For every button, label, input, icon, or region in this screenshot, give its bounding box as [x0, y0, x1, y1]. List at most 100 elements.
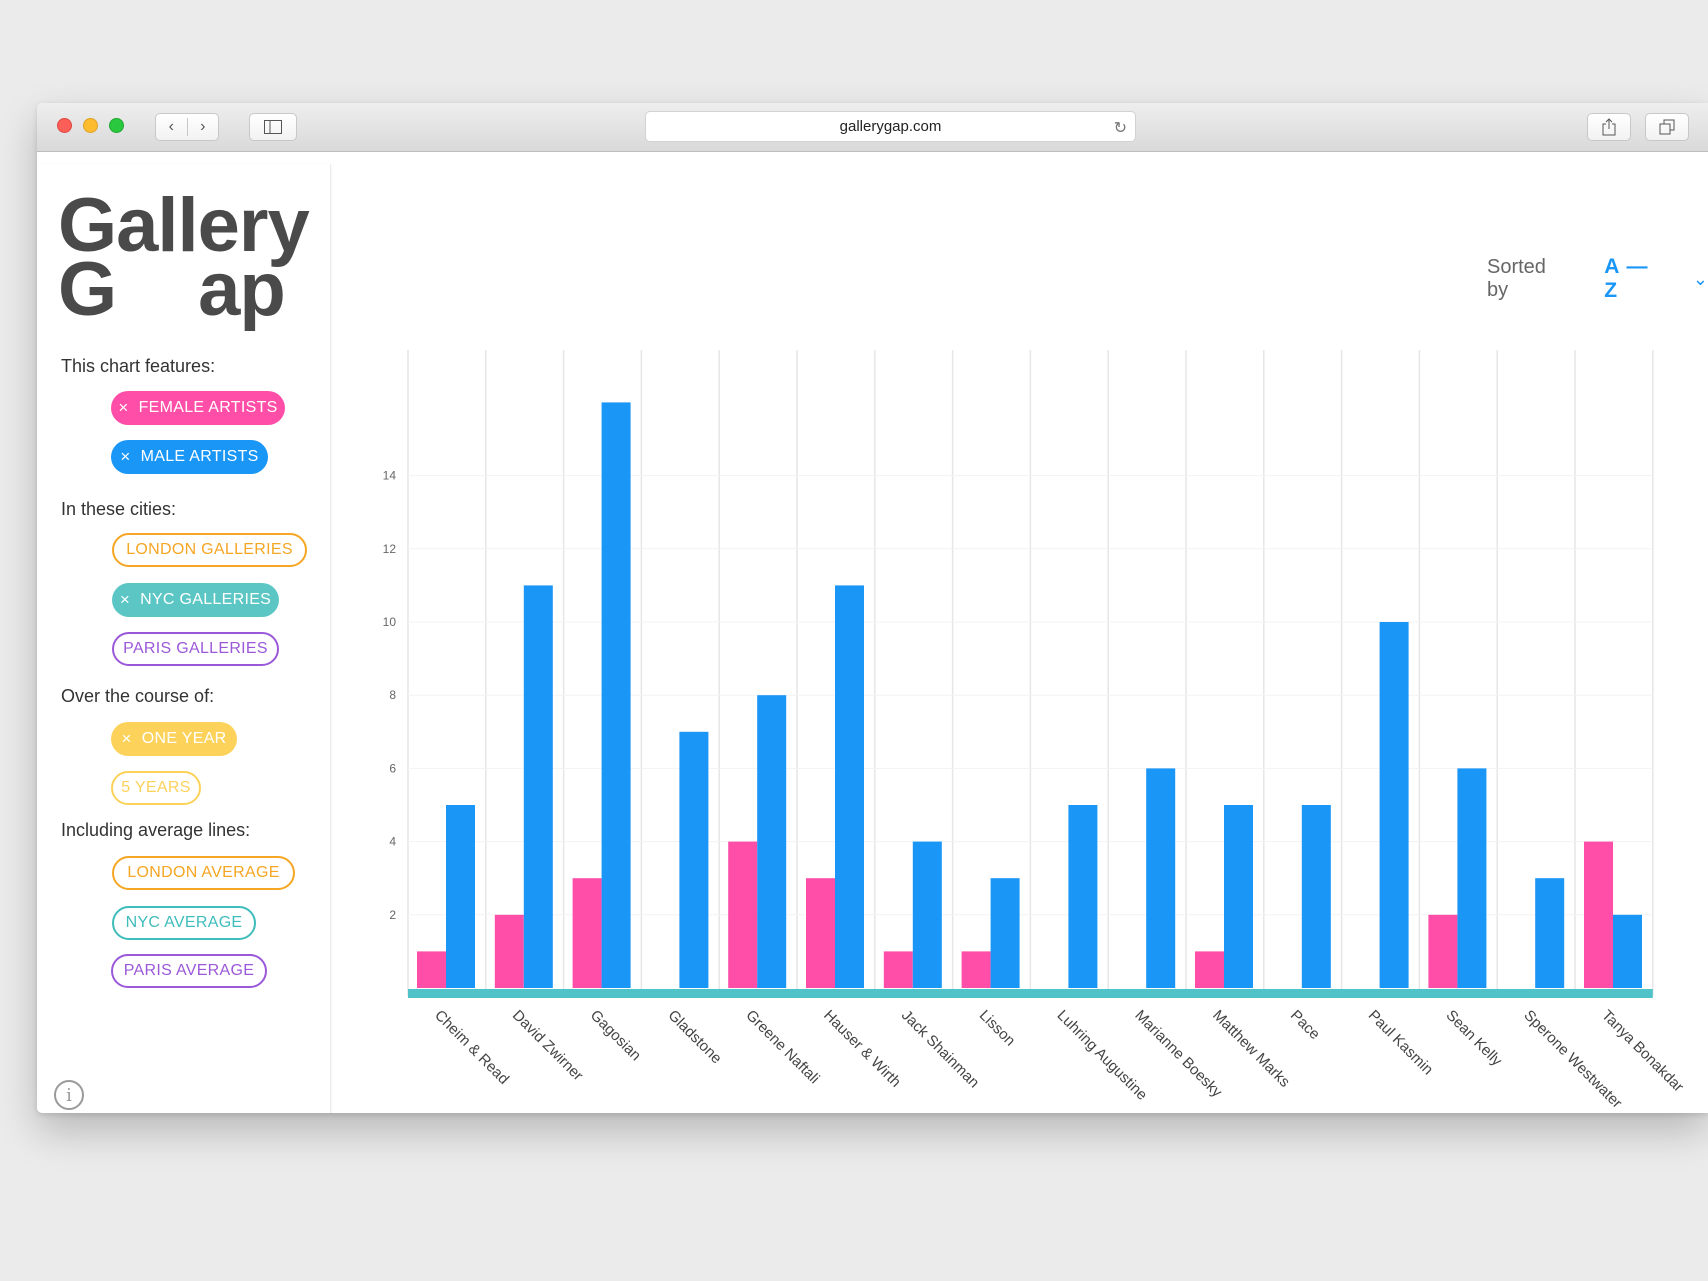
- male-artists-toggle[interactable]: × MALE ARTISTS: [111, 440, 268, 474]
- share-icon[interactable]: [1587, 113, 1631, 141]
- one-year-toggle[interactable]: × ONE YEAR: [111, 722, 237, 756]
- y-tick-label: 4: [389, 835, 396, 849]
- zoom-window-button[interactable]: [109, 118, 124, 133]
- x-category-label: Paul Kasmin: [1365, 1007, 1437, 1079]
- minimize-window-button[interactable]: [83, 118, 98, 133]
- bar: [1224, 805, 1253, 988]
- pill-label: LONDON AVERAGE: [127, 864, 280, 881]
- x-category-label: Gladstone: [665, 1007, 725, 1067]
- address-bar[interactable]: gallerygap.com ↻: [645, 111, 1136, 142]
- x-category-label: Jack Shainman: [898, 1007, 983, 1092]
- bar: [679, 731, 709, 988]
- bar: [601, 402, 631, 988]
- x-category-label: Lisson: [976, 1007, 1019, 1050]
- paris-average-toggle[interactable]: PARIS AVERAGE: [111, 954, 267, 988]
- paris-galleries-toggle[interactable]: PARIS GALLERIES: [112, 632, 279, 666]
- bar: [1195, 951, 1224, 988]
- y-tick-label: 2: [389, 908, 396, 922]
- pill-label: ONE YEAR: [141, 730, 227, 747]
- bar: [961, 951, 991, 988]
- pill-label: 5 YEARS: [121, 779, 191, 796]
- features-label: This chart features:: [61, 356, 216, 376]
- remove-icon: ×: [120, 447, 131, 466]
- bar: [912, 841, 942, 988]
- bar: [1457, 768, 1487, 988]
- bar: [835, 585, 864, 988]
- sort-control[interactable]: Sorted by A — Z ⌄: [1487, 255, 1708, 303]
- logo-letter-g: G: [58, 247, 117, 332]
- bar: [417, 951, 446, 988]
- x-category-label: Hauser & Wirth: [820, 1007, 904, 1091]
- chart-baseline: [408, 989, 1653, 998]
- bar: [523, 585, 553, 988]
- cities-label: In these cities:: [61, 499, 177, 519]
- chevron-down-icon[interactable]: ⌄: [1692, 268, 1708, 289]
- logo-line-2: G ap: [58, 247, 309, 332]
- bar: [446, 805, 475, 988]
- close-window-button[interactable]: [57, 118, 72, 133]
- period-label: Over the course of:: [61, 686, 215, 706]
- london-average-toggle[interactable]: LONDON AVERAGE: [112, 856, 295, 890]
- pill-label: LONDON GALLERIES: [126, 541, 293, 558]
- pill-label: NYC GALLERIES: [140, 591, 272, 608]
- browser-toolbar: ‹ › gallerygap.com ↻: [37, 103, 1708, 152]
- sidebar-toggle-icon[interactable]: [249, 113, 297, 141]
- nyc-average-toggle[interactable]: NYC AVERAGE: [112, 906, 256, 940]
- url-text: gallerygap.com: [839, 118, 942, 135]
- london-galleries-toggle[interactable]: LONDON GALLERIES: [112, 533, 307, 567]
- x-category-label: Gagosian: [587, 1007, 644, 1064]
- tabs-overview-icon[interactable]: [1645, 113, 1689, 141]
- bar: [1535, 878, 1565, 988]
- remove-icon: ×: [119, 590, 131, 609]
- logo-line-1: Gallery: [58, 183, 310, 268]
- bar: [728, 841, 758, 988]
- bar: [1379, 622, 1409, 988]
- bar: [1301, 805, 1331, 988]
- averages-label: Including average lines:: [61, 820, 251, 840]
- pill-label: NYC AVERAGE: [125, 914, 243, 931]
- bar: [1428, 914, 1458, 988]
- y-tick-label: 12: [383, 542, 397, 556]
- sort-value[interactable]: A — Z: [1604, 255, 1649, 302]
- female-artists-toggle[interactable]: × FEMALE ARTISTS: [111, 391, 285, 425]
- pill-label: MALE ARTISTS: [140, 448, 259, 465]
- y-tick-label: 6: [389, 761, 396, 775]
- x-category-label: Pace: [1287, 1007, 1323, 1043]
- bar: [1584, 841, 1613, 988]
- chevron-left-icon[interactable]: ‹: [156, 118, 188, 136]
- remove-icon: ×: [118, 398, 129, 417]
- navigation-buttons: ‹ ›: [155, 113, 219, 141]
- bar: [494, 914, 524, 988]
- y-tick-label: 8: [389, 688, 396, 702]
- bar: [806, 878, 835, 988]
- x-category-label: Greene Naftali: [742, 1007, 822, 1087]
- pill-label: FEMALE ARTISTS: [138, 399, 278, 416]
- chevron-right-icon[interactable]: ›: [200, 118, 206, 135]
- nyc-galleries-toggle[interactable]: × NYC GALLERIES: [112, 583, 279, 617]
- bar: [1068, 805, 1098, 988]
- site-logo: Gallery G ap: [58, 183, 310, 332]
- y-tick-label: 10: [383, 615, 397, 629]
- remove-icon: ×: [121, 729, 132, 748]
- x-category-label: Tanya Bonakdar: [1598, 1007, 1687, 1096]
- logo-word-ap: ap: [198, 247, 286, 332]
- bar: [990, 878, 1020, 988]
- x-category-label: Sean Kelly: [1443, 1007, 1506, 1070]
- five-years-toggle[interactable]: 5 YEARS: [111, 771, 201, 805]
- bar: [1613, 914, 1642, 988]
- x-category-label: Cheim & Read: [431, 1007, 512, 1088]
- page-content: 2 4 6 8 10 12 14 Cheim & Read David Zwirner Gagos…: [37, 152, 1708, 1113]
- bar: [572, 878, 602, 988]
- sort-label: Sorted by: [1487, 256, 1546, 301]
- info-icon[interactable]: i: [54, 1080, 84, 1110]
- bar: [757, 695, 787, 988]
- pill-label: PARIS GALLERIES: [123, 640, 268, 657]
- reload-icon[interactable]: ↻: [1113, 120, 1127, 137]
- filter-panel: Gallery G ap This chart features: × FEMAL…: [37, 164, 331, 1113]
- x-category-label: Matthew Marks: [1209, 1007, 1293, 1091]
- y-tick-label: 14: [383, 469, 397, 483]
- bar: [1146, 768, 1176, 988]
- browser-window: ‹ › gallerygap.com ↻ 2 4 6 8 10 12 14 Cheim & R…: [37, 103, 1708, 1113]
- bar: [883, 951, 913, 988]
